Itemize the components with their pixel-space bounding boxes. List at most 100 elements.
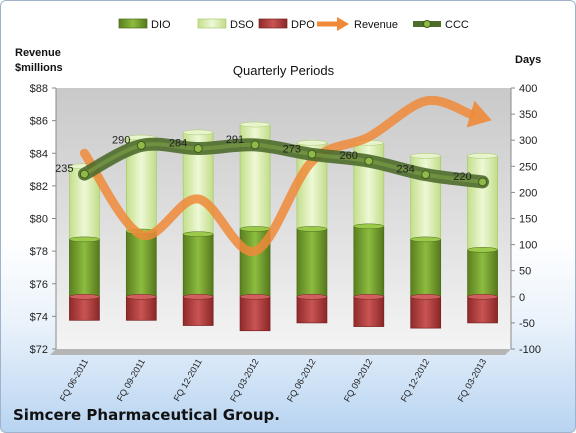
dpo-bar-top [467, 294, 498, 300]
legend-swatch-dio [118, 18, 148, 29]
right-tick-label: 350 [519, 109, 537, 121]
ccc-point [193, 144, 203, 154]
left-axis-title-line2: $millions [15, 62, 63, 74]
left-tick-label: $82 [30, 181, 48, 193]
x-tick-label: FQ 03-2013 [456, 357, 489, 404]
dpo-bar-top [296, 294, 328, 300]
left-tick-label: $78 [30, 246, 48, 258]
dio-bar-top [239, 226, 271, 232]
ccc-point [421, 170, 431, 180]
dio-bar [467, 249, 498, 298]
dio-bar [69, 239, 100, 298]
dpo-bar-top [126, 294, 157, 300]
right-tick-label: -100 [519, 344, 541, 356]
dio-bar-top [296, 226, 328, 232]
revenue-line [79, 95, 476, 256]
right-tick-label: 150 [519, 214, 537, 226]
x-tick-label: FQ 06-2011 [58, 357, 90, 403]
dpo-bar [353, 296, 385, 327]
dio-bar-top [467, 247, 498, 253]
dpo-bar [125, 296, 157, 321]
ccc-point [250, 140, 260, 150]
dpo-bar [69, 296, 100, 321]
x-tick-label: FQ 06-2012 [285, 357, 318, 404]
left-tick-label: $80 [30, 214, 48, 226]
left-tick-label: $72 [30, 344, 48, 356]
left-tick-label: $84 [30, 148, 48, 160]
legend-label-ccc: CCC [445, 19, 469, 31]
left-tick-label: $76 [30, 279, 48, 291]
dso-bar-top [467, 153, 498, 159]
chart-title: Quarterly Periods [233, 63, 335, 78]
right-tick-label: 0 [519, 292, 525, 304]
right-tick-label: 100 [519, 240, 537, 252]
right-tick-label: 400 [519, 83, 537, 95]
dpo-bar [296, 296, 328, 324]
dio-bar-top [69, 236, 100, 243]
ccc-point [307, 149, 317, 159]
revenue-arrowhead [466, 100, 492, 128]
company-name: Simcere Pharmaceutical Group. [13, 406, 280, 424]
dio-bar [182, 233, 214, 298]
ccc-data-label: 234 [396, 164, 414, 176]
x-tick-label: FQ 09-2011 [115, 357, 147, 403]
dpo-bar [467, 296, 498, 324]
plot-floor [50, 349, 511, 355]
dso-bar-top [182, 129, 214, 136]
right-tick-label: 250 [519, 161, 537, 173]
dio-bar [125, 231, 157, 298]
dpo-bar-top [69, 294, 100, 300]
x-tick-label: FQ 03-2012 [228, 357, 261, 404]
legend-marker-ccc [423, 20, 431, 28]
dpo-bar-top [410, 294, 441, 300]
ccc-data-label: 284 [169, 138, 187, 150]
ccc-point [79, 169, 89, 179]
right-tick-label: 300 [519, 135, 537, 147]
dpo-bar-top [353, 294, 385, 300]
x-tick-label: FQ 12-2011 [172, 357, 204, 403]
dio-bar [296, 228, 328, 298]
left-tick-label: $74 [30, 311, 48, 323]
dpo-bar-top [239, 294, 271, 300]
ccc-data-label: 235 [55, 163, 73, 175]
dio-bar-top [410, 236, 441, 243]
legend-label-dpo: DPO [291, 19, 315, 31]
legend-label-revenue: Revenue [354, 19, 398, 31]
ccc-data-label: 290 [112, 134, 130, 146]
dpo-bar [239, 296, 271, 332]
dpo-bar [410, 296, 442, 329]
right-axis-title: Days [515, 54, 541, 66]
ccc-point [364, 156, 374, 166]
legend-label-dio: DIO [151, 19, 171, 31]
ccc-data-label: 220 [453, 171, 471, 183]
dpo-bar-top [182, 294, 214, 300]
dio-bar [410, 239, 442, 298]
left-tick-label: $86 [30, 116, 48, 128]
ccc-data-label: 291 [226, 134, 244, 146]
x-tick-label: FQ 09-2012 [342, 357, 375, 404]
legend-arrowhead-revenue [337, 17, 349, 31]
dpo-bar [182, 296, 214, 326]
dio-bar-top [182, 231, 214, 237]
left-tick-label: $88 [30, 83, 48, 95]
dso-bar-top [410, 153, 441, 159]
right-tick-label: 200 [519, 187, 537, 199]
legend-swatch-dpo [258, 18, 288, 29]
legend-label-dso: DSO [230, 19, 254, 31]
ccc-data-label: 260 [339, 150, 357, 162]
dso-bar [467, 155, 498, 251]
x-tick-label: FQ 12-2012 [399, 357, 432, 404]
right-tick-label: -50 [519, 318, 535, 330]
dso-bar-top [239, 121, 271, 128]
ccc-point [136, 140, 146, 150]
legend-swatch-dso [197, 18, 227, 29]
dio-bar-top [353, 223, 385, 230]
dso-bar-top [296, 140, 328, 146]
ccc-point [478, 177, 488, 187]
left-axis-title-line1: Revenue [15, 47, 61, 59]
ccc-data-label: 273 [283, 143, 301, 155]
dio-bar [353, 225, 385, 298]
right-tick-label: 50 [519, 266, 531, 278]
